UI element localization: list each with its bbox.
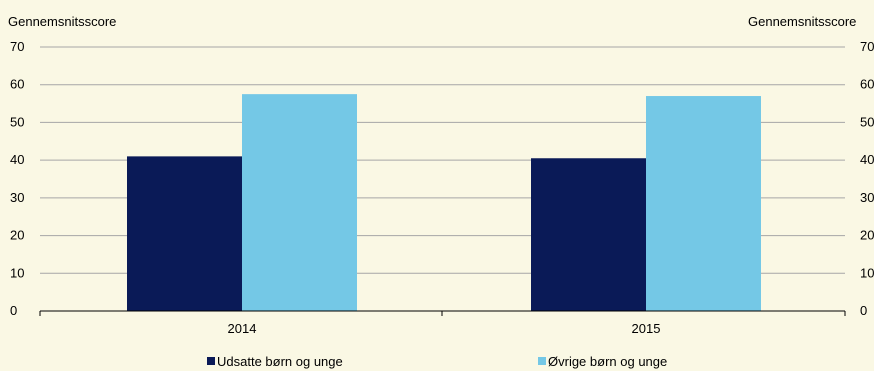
y-tick-label-left: 40 — [10, 152, 24, 167]
y-axis-right-ticks: 0 10 20 30 40 50 60 70 — [860, 39, 874, 318]
y-axis-left-title: Gennemsnitsscore — [8, 14, 116, 29]
y-tick-label-left: 20 — [10, 228, 24, 243]
legend-swatch — [207, 357, 215, 365]
x-axis-ticks: 2014 2015 — [228, 321, 661, 336]
bar — [646, 96, 761, 312]
y-axis-left-ticks: 0 10 20 30 40 50 60 70 — [10, 39, 24, 318]
y-tick-label-left: 60 — [10, 77, 24, 92]
y-tick-label-right: 70 — [860, 39, 874, 54]
x-tick-label: 2014 — [228, 321, 257, 336]
y-tick-label-right: 60 — [860, 77, 874, 92]
y-tick-label-left: 0 — [10, 303, 17, 318]
y-tick-label-right: 0 — [860, 303, 867, 318]
legend: Udsatte børn og unge Øvrige børn og unge — [207, 354, 667, 369]
y-tick-label-right: 30 — [860, 190, 874, 205]
y-tick-label-right: 40 — [860, 152, 874, 167]
bar — [127, 156, 242, 311]
bar — [242, 94, 357, 312]
x-tick-label: 2015 — [632, 321, 661, 336]
y-axis-right-title: Gennemsnitsscore — [748, 14, 856, 29]
legend-swatch — [538, 357, 546, 365]
y-tick-label-right: 10 — [860, 265, 874, 280]
y-tick-label-left: 70 — [10, 39, 24, 54]
y-tick-label-left: 50 — [10, 114, 24, 129]
legend-label: Udsatte børn og unge — [217, 354, 343, 369]
legend-item: Øvrige børn og unge — [538, 354, 667, 369]
legend-item: Udsatte børn og unge — [207, 354, 343, 369]
y-tick-label-right: 50 — [860, 114, 874, 129]
bar — [531, 158, 646, 311]
axes — [39, 310, 846, 316]
y-tick-label-left: 30 — [10, 190, 24, 205]
y-tick-label-left: 10 — [10, 265, 24, 280]
legend-label: Øvrige børn og unge — [548, 354, 667, 369]
y-tick-label-right: 20 — [860, 228, 874, 243]
bars — [127, 94, 761, 312]
